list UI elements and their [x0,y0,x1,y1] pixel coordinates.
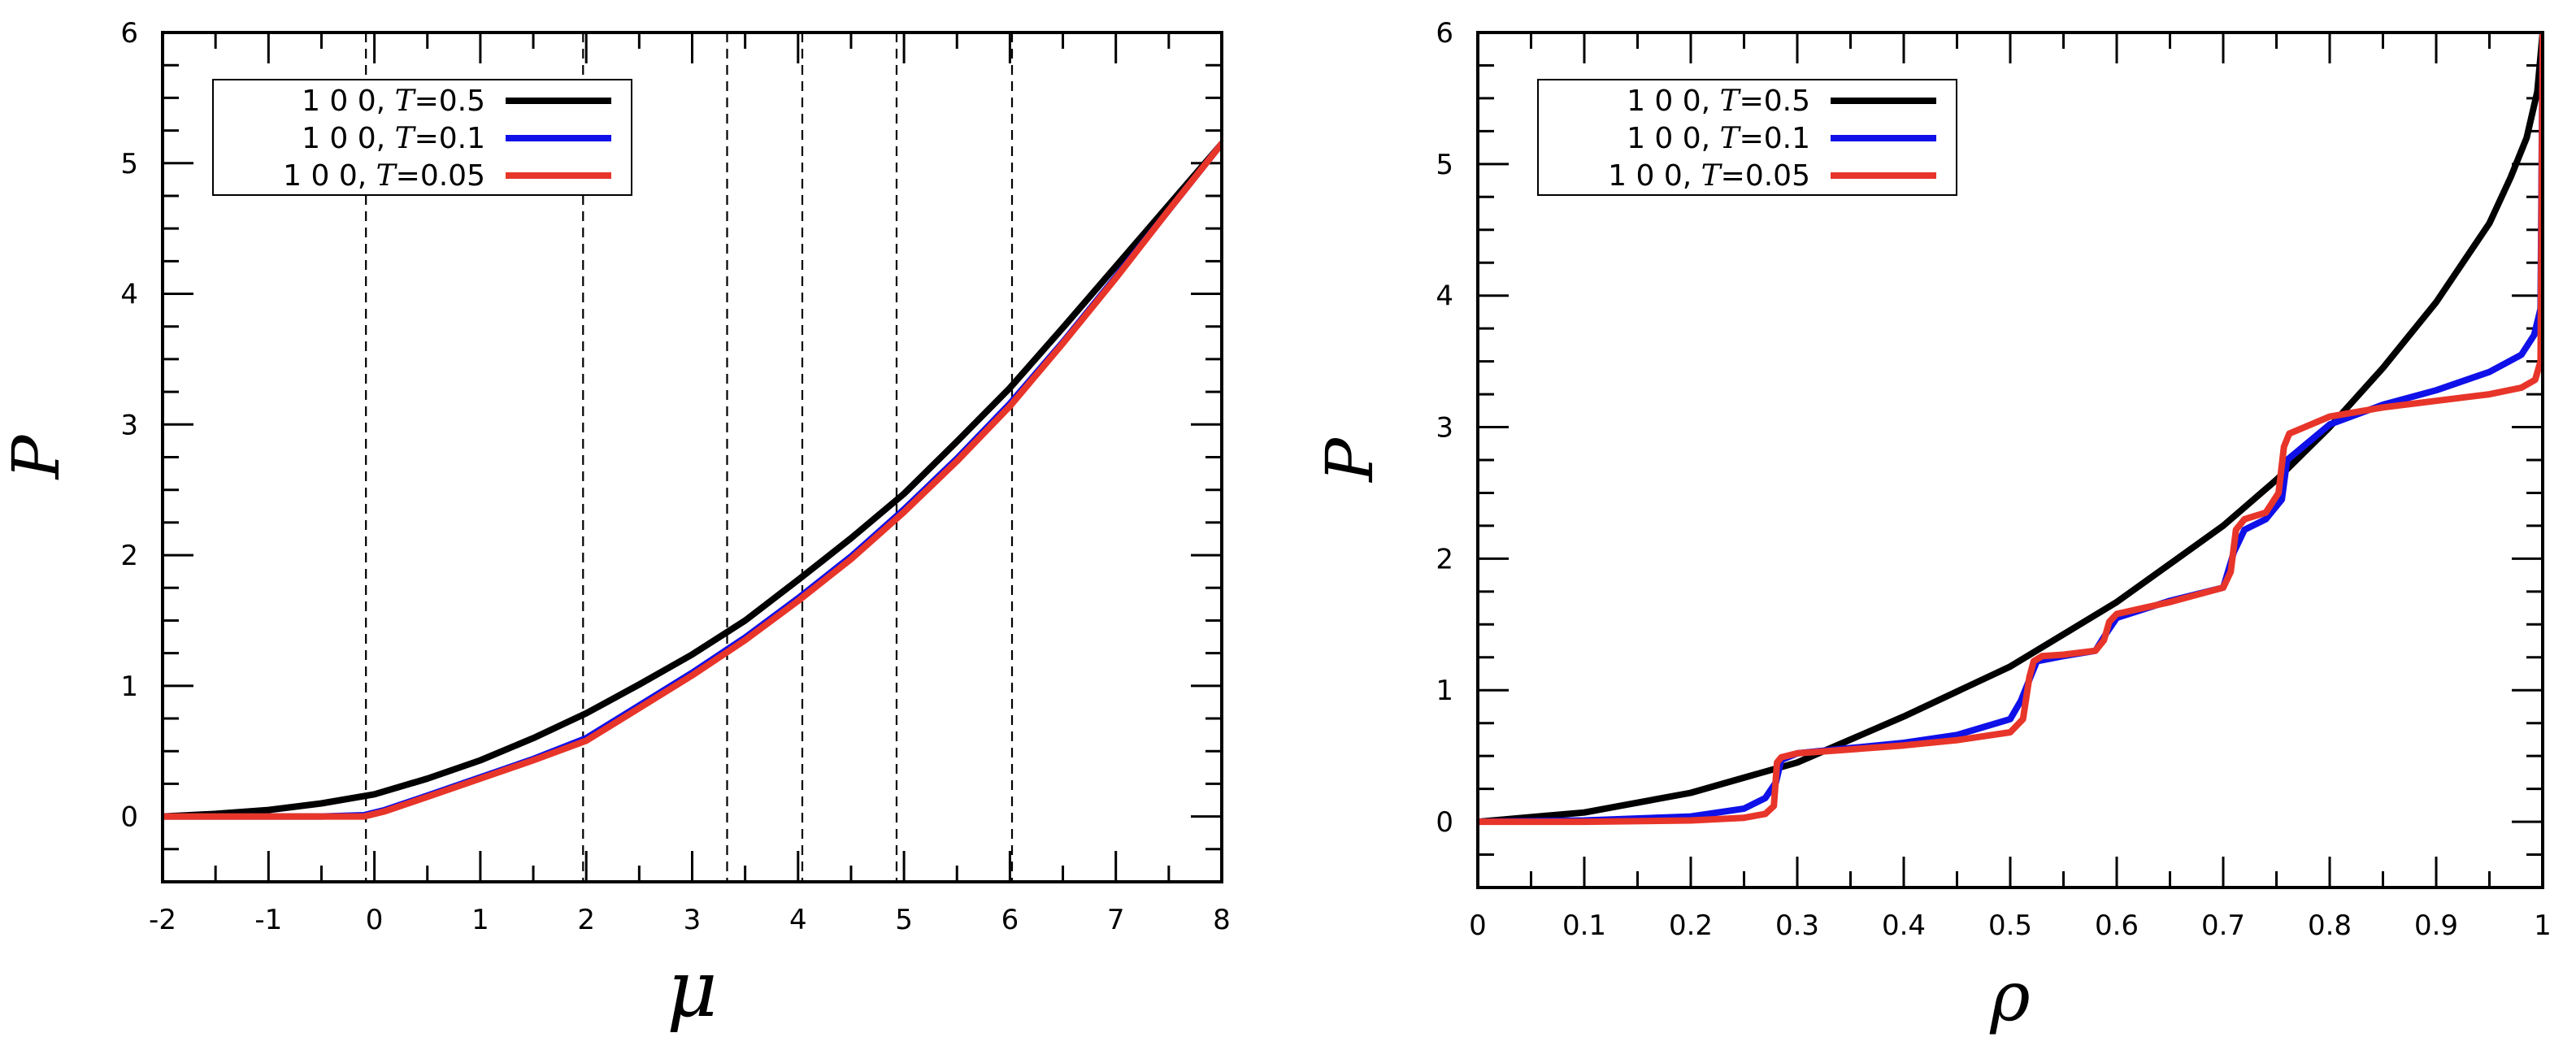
x-tick-label: 7 [1107,904,1125,936]
legend-label-T005: 1 0 0, T=0.05 [283,159,485,193]
legend: 1 0 0, T=0.5 1 0 0, T=0.1 1 0 0, T=0.05 [212,79,632,196]
y-tick-label: 0 [1436,806,1453,839]
legend-label-T05: 1 0 0, T=0.5 [1627,85,1810,118]
x-tick-label: 1 [471,904,489,936]
x-tick-label: 0 [366,904,384,936]
y-axis-title: P [1312,437,1388,484]
y-tick-label: 3 [120,409,138,441]
x-tick-label: 0.9 [2414,909,2458,942]
series-line-T005 [163,140,1223,820]
x-tick-label: 0.4 [1882,909,1926,942]
x-tick-label: 2 [577,904,595,936]
x-tick-label: -2 [149,904,176,936]
x-tick-label: 0 [1469,909,1487,942]
y-tick-label: 2 [120,540,138,572]
x-tick-label: 4 [789,904,807,936]
y-tick-label: 4 [1436,280,1453,313]
y-tick-label: 1 [120,671,138,703]
legend: 1 0 0, T=0.5 1 0 0, T=0.1 1 0 0, T=0.05 [1537,79,1957,196]
series-line-T005 [1478,31,2544,826]
y-tick-label: 6 [1436,17,1453,50]
right-panel: 0 0.1 0.2 0.3 0.4 0.5 0.6 0.7 0.8 0.9 1 0 1 2 3 4 5 6 ρ P 1 … [1312,17,2552,1036]
x-axis-title: μ [667,944,717,1035]
x-tick-label: 0.8 [2308,909,2352,942]
legend-label-T05: 1 0 0, T=0.5 [302,85,485,118]
series-line-T01 [163,140,1223,820]
y-tick-label: 3 [1436,412,1453,445]
x-tick-label: 6 [1001,904,1019,936]
x-tick-label: 1 [2534,909,2552,942]
x-tick-label: 0.3 [1775,909,1819,942]
y-axis-title: P [0,434,74,480]
plot-frame [161,31,1223,883]
x-tick-label: -1 [254,904,282,936]
legend-label-T01: 1 0 0, T=0.1 [302,122,485,155]
y-tick-label: 2 [1436,543,1453,575]
x-tick-label: 5 [895,904,913,936]
x-tick-label: 3 [684,904,702,936]
x-tick-label: 0.6 [2095,909,2139,942]
plot-frame [1476,31,2544,889]
y-tick-label: 1 [1436,675,1453,707]
x-tick-label: 0.7 [2201,909,2245,942]
x-tick-label: 0.5 [1988,909,2032,942]
legend-label-T005: 1 0 0, T=0.05 [1608,159,1810,193]
y-tick-label: 5 [1436,149,1453,181]
y-tick-label: 4 [120,279,138,311]
x-tick-label: 0.2 [1669,909,1713,942]
x-tick-label: 0.1 [1562,909,1606,942]
y-tick-label: 5 [120,148,138,180]
legend-label-T01: 1 0 0, T=0.1 [1627,122,1810,155]
series-line-T05 [1478,31,2544,826]
x-tick-label: 8 [1213,904,1231,936]
x-axis-title: ρ [1989,957,2030,1036]
y-tick-label: 6 [120,17,138,50]
y-tick-label: 0 [120,801,138,834]
series-line-T05 [163,140,1223,820]
